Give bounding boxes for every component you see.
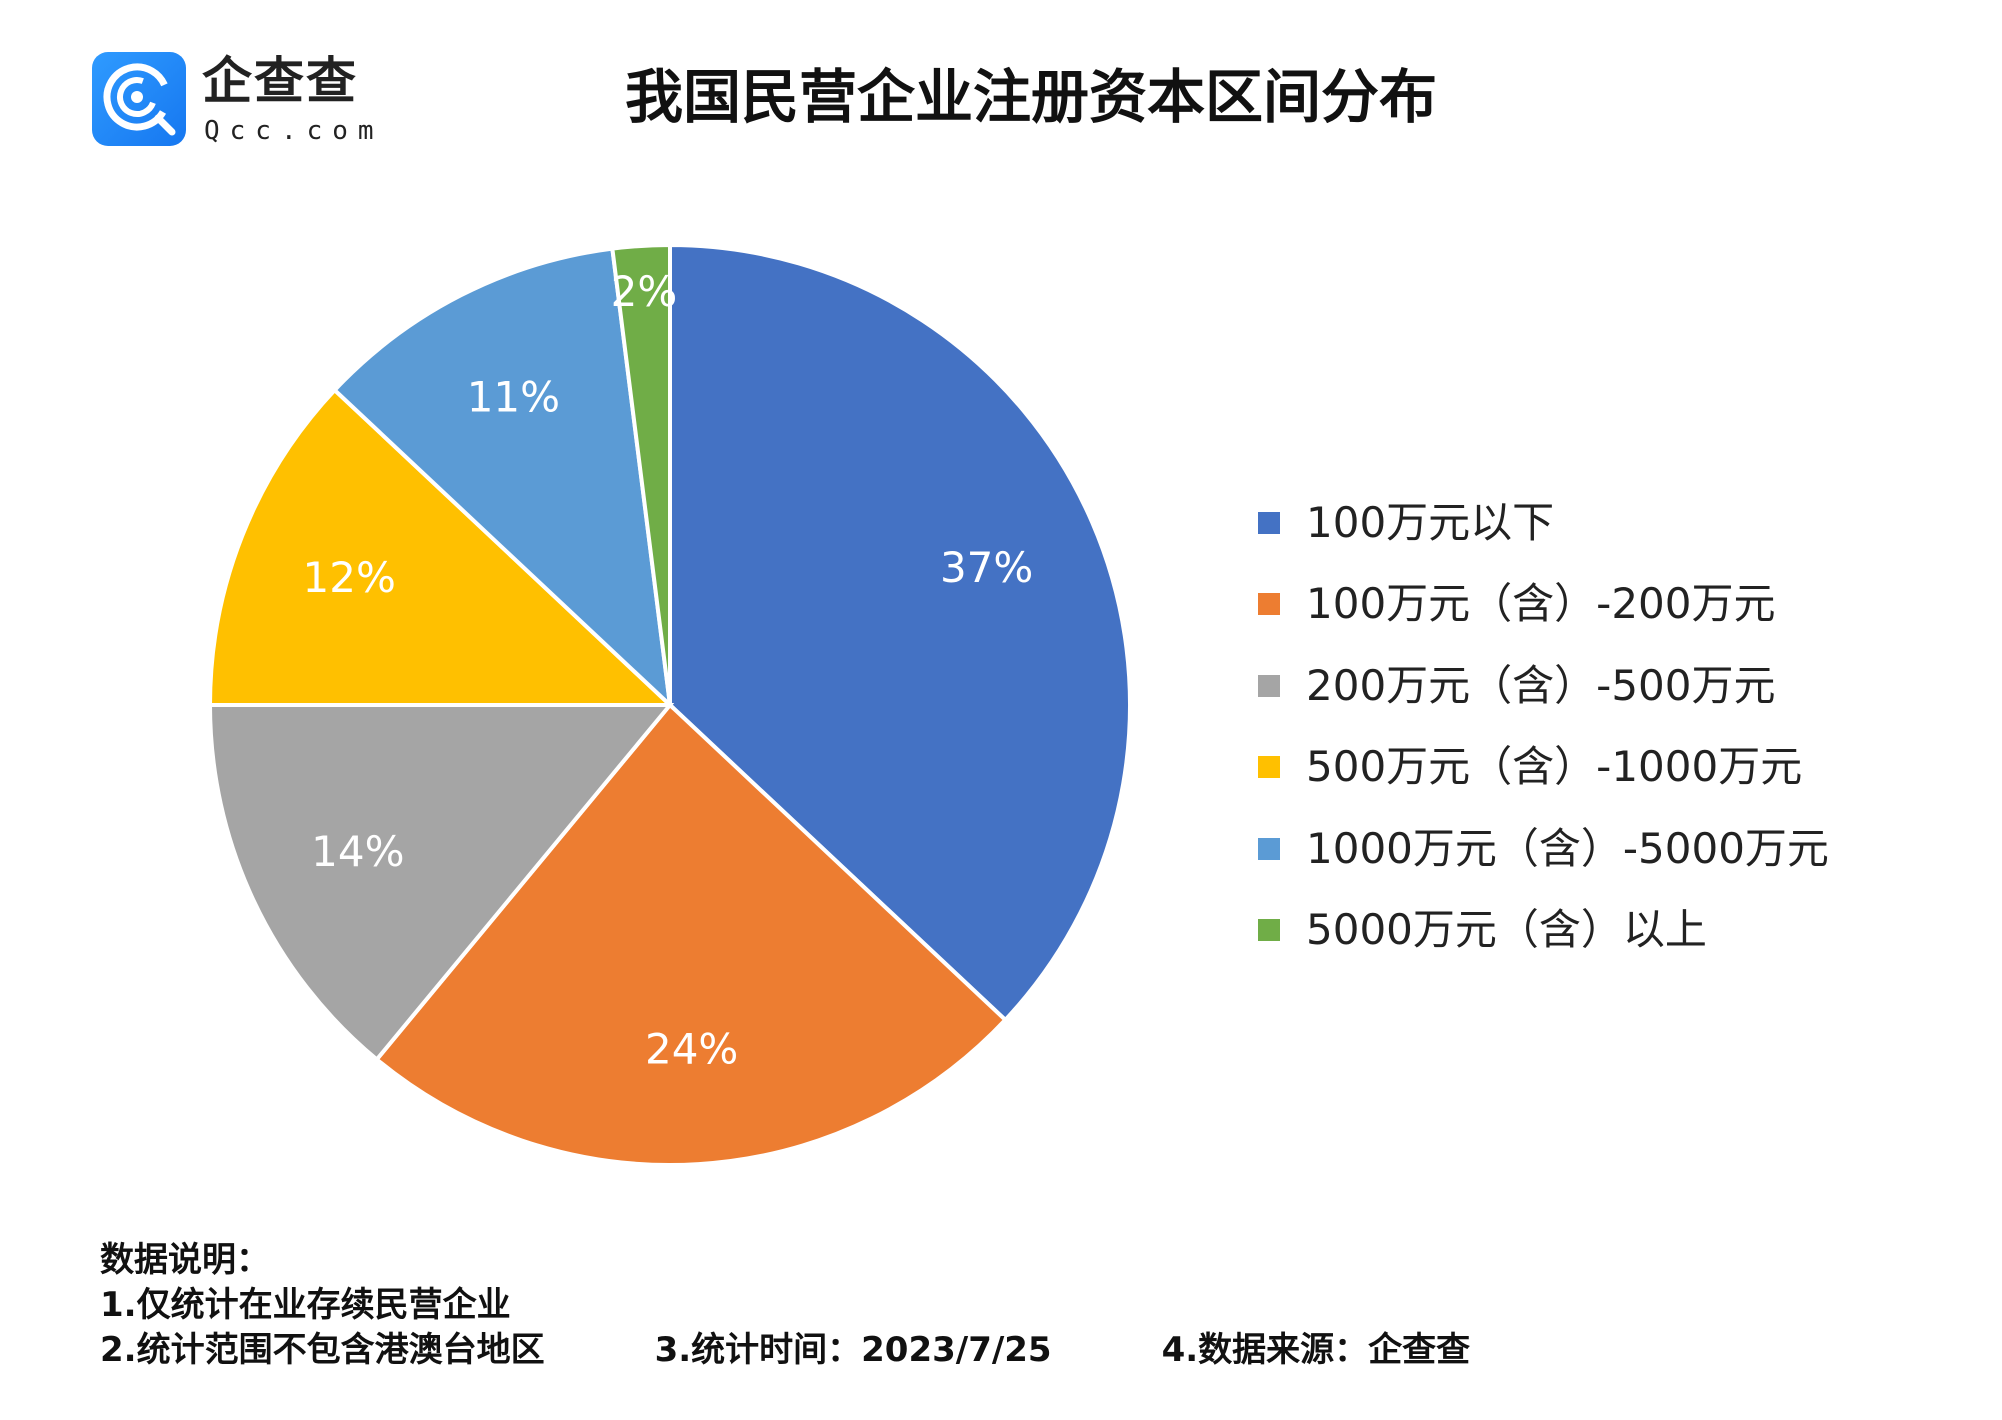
pie-slice-1 — [373, 702, 1009, 1167]
legend-item: 100万元以下 — [1258, 482, 1829, 564]
data-label-5: 2% — [611, 267, 678, 316]
legend-item: 200万元（含）-500万元 — [1258, 645, 1829, 727]
logo-text-en: Qcc.com — [204, 116, 384, 146]
pie-slice-3 — [207, 387, 676, 707]
notes-heading: 数据说明： — [100, 1240, 270, 1280]
data-notes: 数据说明： 1.仅统计在业存续民营企业 2.统计范围不包含港澳台地区 3.统计时间… — [100, 1238, 1470, 1373]
qcc-logo: 企查查 Qcc.com — [92, 52, 412, 147]
legend-swatch — [1258, 511, 1280, 534]
pie-slice-0 — [668, 242, 1132, 1023]
pie-slice-2 — [207, 703, 675, 1063]
legend-swatch — [1258, 593, 1280, 616]
chart-title: 我国民营企业注册资本区间分布 — [624, 63, 1437, 131]
note-4: 4.数据来源：企查查 — [1161, 1330, 1471, 1370]
data-label-1: 24% — [645, 1024, 738, 1073]
note-3: 3.统计时间：2023/7/25 — [654, 1330, 1052, 1370]
pie-slice-5 — [610, 242, 672, 706]
note-2: 2.统计范围不包含港澳台地区 — [100, 1330, 545, 1370]
legend: 100万元以下 100万元（含）-200万元 200万元（含）-500万元 500万元… — [1258, 482, 1829, 971]
legend-label: 200万元（含）-500万元 — [1306, 660, 1776, 710]
legend-item: 500万元（含）-1000万元 — [1258, 727, 1829, 809]
pie-slice-4 — [331, 246, 673, 711]
legend-label: 100万元以下 — [1306, 497, 1555, 547]
note-1: 1.仅统计在业存续民营企业 — [100, 1285, 511, 1325]
legend-swatch — [1258, 674, 1280, 697]
data-label-4: 11% — [467, 373, 560, 422]
legend-swatch — [1258, 837, 1280, 860]
legend-label: 1000万元（含）-5000万元 — [1306, 823, 1829, 873]
legend-label: 500万元（含）-1000万元 — [1306, 742, 1803, 792]
legend-item: 100万元（含）-200万元 — [1258, 564, 1829, 646]
data-label-2: 14% — [311, 827, 404, 876]
legend-swatch — [1258, 756, 1280, 779]
data-label-0: 37% — [940, 543, 1033, 592]
logo-text-cn: 企查查 — [202, 52, 358, 110]
legend-item: 5000万元（含）以上 — [1258, 890, 1829, 972]
qcc-logo-icon — [92, 52, 186, 146]
legend-swatch — [1258, 919, 1280, 942]
data-label-3: 12% — [303, 553, 396, 602]
legend-label: 5000万元（含）以上 — [1306, 905, 1707, 955]
legend-item: 1000万元（含）-5000万元 — [1258, 808, 1829, 890]
legend-label: 100万元（含）-200万元 — [1306, 579, 1776, 629]
